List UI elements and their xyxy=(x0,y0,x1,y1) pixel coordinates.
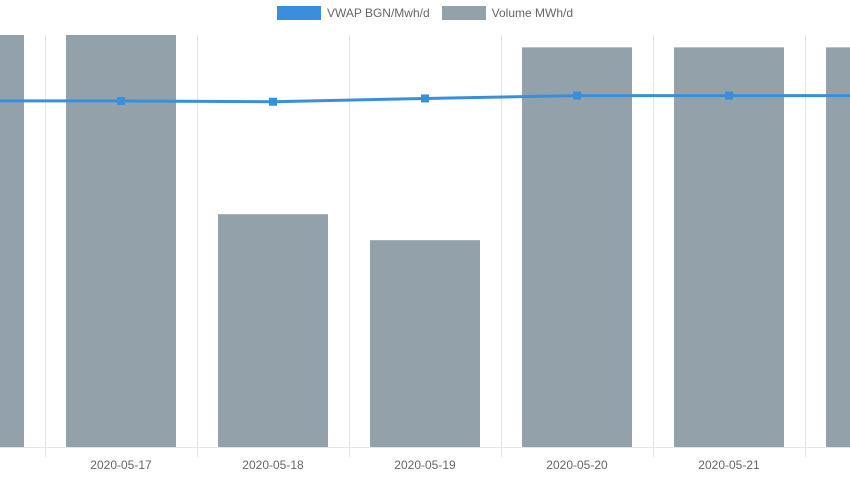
x-tick-label: 2020-05-19 xyxy=(394,458,456,472)
x-tick-label: 2020-05-17 xyxy=(90,458,152,472)
vwap-point-2020-05-21 xyxy=(725,91,733,100)
bar-2020-05-19 xyxy=(370,240,480,447)
legend-swatch-vwap xyxy=(276,6,321,20)
vwap-point-2020-05-18 xyxy=(269,97,277,106)
x-tick-label: 2020-05-20 xyxy=(546,458,608,472)
vwap-point-2020-05-19 xyxy=(421,94,429,103)
vwap-point-2020-05-20 xyxy=(573,91,581,100)
bar-2020-05-17 xyxy=(66,35,176,447)
bar-2020-05-22 xyxy=(826,47,850,448)
legend-item-vwap[interactable]: VWAP BGN/Mwh/d xyxy=(276,6,430,20)
x-tick-label: 2020-05-21 xyxy=(698,458,760,472)
legend-label-volume: Volume MWh/d xyxy=(491,6,574,20)
legend-swatch-volume xyxy=(441,6,486,20)
legend-label-vwap: VWAP BGN/Mwh/d xyxy=(326,6,430,20)
bar-2020-05-20 xyxy=(522,47,632,448)
bar-2020-05-16 xyxy=(0,35,24,447)
x-tick-label: 2020-05-18 xyxy=(242,458,304,472)
vwap-point-2020-05-17 xyxy=(117,96,125,105)
bar-2020-05-18 xyxy=(218,214,328,447)
legend-item-volume[interactable]: Volume MWh/d xyxy=(441,6,574,20)
bar-2020-05-21 xyxy=(674,47,784,448)
legend: VWAP BGN/Mwh/d Volume MWh/d xyxy=(0,6,850,20)
